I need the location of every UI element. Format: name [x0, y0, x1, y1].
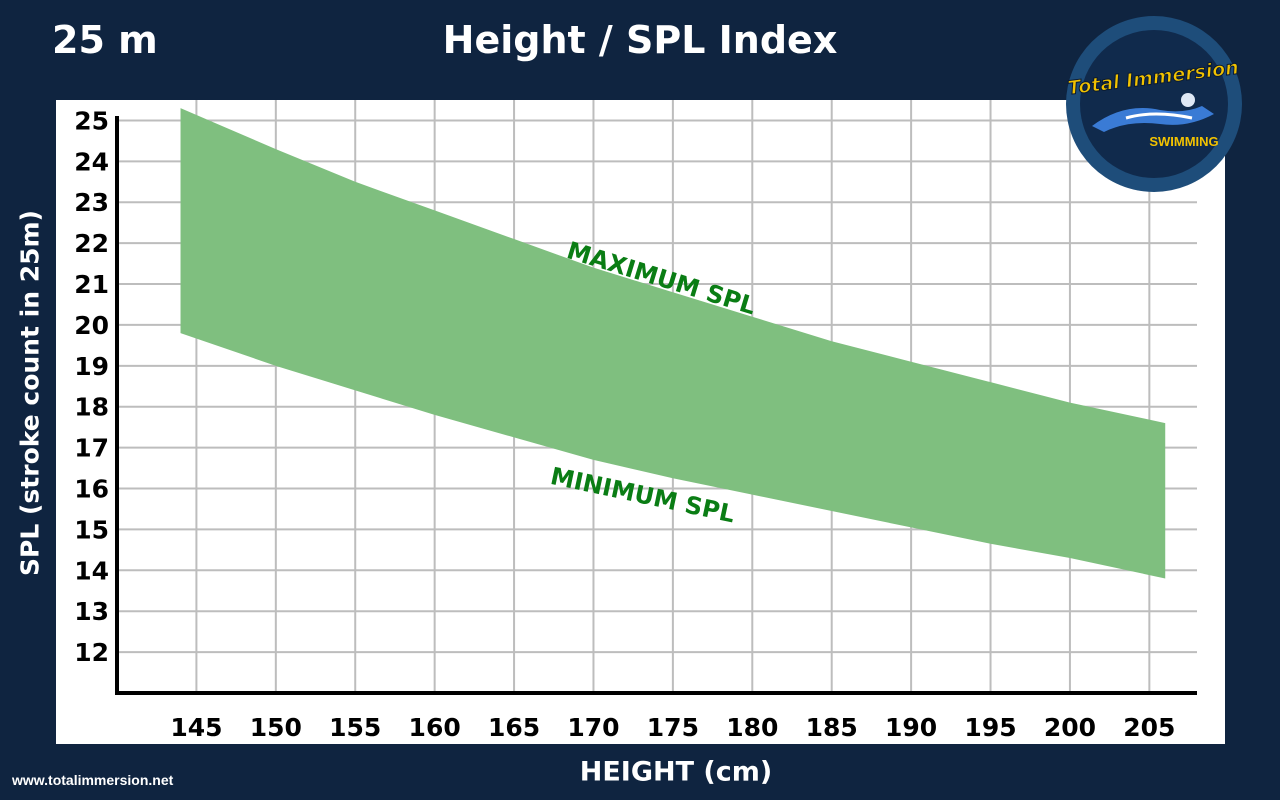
- y-tick-label: 17: [74, 434, 109, 463]
- x-axis-label: HEIGHT (cm): [579, 756, 773, 788]
- y-tick-label: 19: [74, 352, 109, 381]
- y-tick-label: 18: [74, 393, 109, 422]
- distance-label: 25 m: [52, 18, 158, 62]
- total-immersion-logo: Total Immersion SWIMMING: [1066, 16, 1242, 192]
- x-tick-label: 150: [250, 713, 302, 742]
- x-tick-label: 200: [1044, 713, 1096, 742]
- swimmer-icon: [1092, 106, 1214, 132]
- spl-range-band: [180, 108, 1166, 579]
- x-tick-label: 190: [885, 713, 937, 742]
- x-tick-label: 170: [567, 713, 619, 742]
- y-tick-label: 16: [74, 475, 109, 504]
- y-tick-label: 24: [74, 147, 109, 176]
- y-tick-labels: 12 13 14 15 16 17 18 19 20 21 22 23 24 25: [74, 106, 109, 667]
- x-tick-label: 185: [806, 713, 858, 742]
- x-tick-label: 175: [647, 713, 699, 742]
- x-tick-label: 165: [488, 713, 540, 742]
- x-tick-label: 205: [1123, 713, 1175, 742]
- x-tick-label: 145: [170, 713, 222, 742]
- x-tick-label: 180: [726, 713, 778, 742]
- x-tick-label: 195: [964, 713, 1016, 742]
- chart-title: Height / SPL Index: [442, 18, 838, 62]
- x-tick-label: 155: [329, 713, 381, 742]
- y-tick-label: 15: [74, 515, 109, 544]
- y-tick-label: 21: [74, 270, 109, 299]
- y-tick-label: 20: [74, 311, 109, 340]
- y-tick-label: 25: [74, 106, 109, 135]
- axes: [115, 116, 1197, 695]
- logo-subtitle: SWIMMING: [1149, 134, 1218, 149]
- y-tick-label: 23: [74, 188, 109, 217]
- y-tick-label: 13: [74, 597, 109, 626]
- y-tick-label: 14: [74, 556, 109, 585]
- y-axis-label: SPL (stroke count in 25m): [15, 210, 45, 576]
- y-tick-label: 22: [74, 229, 109, 258]
- x-tick-labels: 145 150 155 160 165 170 175 180 185 190 195 200 205: [170, 713, 1175, 742]
- x-tick-label: 160: [409, 713, 461, 742]
- website-link[interactable]: www.totalimmersion.net: [12, 772, 174, 788]
- y-tick-label: 12: [74, 638, 109, 667]
